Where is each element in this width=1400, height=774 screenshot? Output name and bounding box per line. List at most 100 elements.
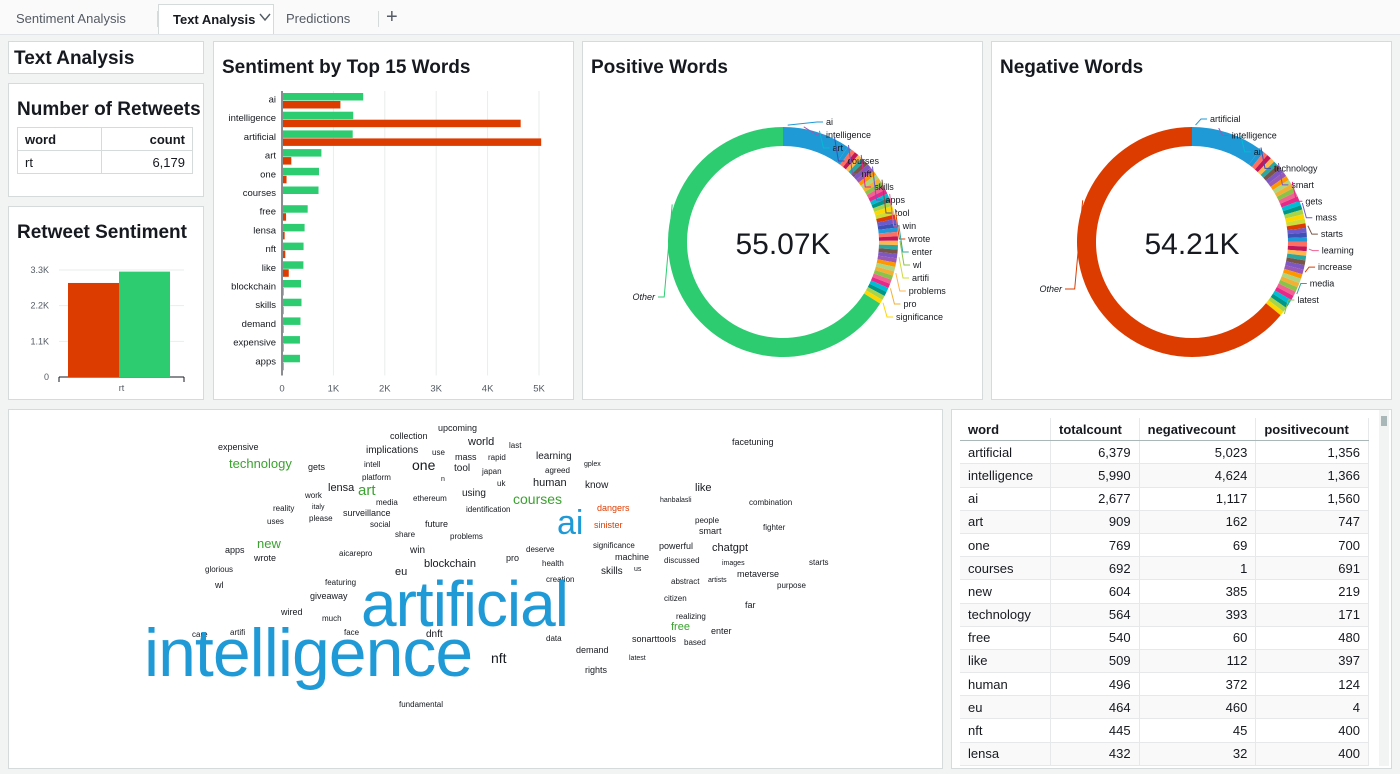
donut-slice[interactable] [1272, 290, 1292, 304]
donut-slice[interactable] [874, 266, 895, 276]
word-cloud-word[interactable]: based [684, 638, 706, 647]
word-cloud-word[interactable]: starts [809, 558, 829, 567]
word-sentiment-bar[interactable] [283, 138, 542, 146]
word-cloud-word[interactable]: purpose [777, 581, 806, 590]
donut-slice[interactable] [1287, 245, 1307, 252]
slice-label[interactable]: latest [1297, 295, 1319, 305]
donut-slice[interactable] [877, 223, 898, 230]
donut-slice[interactable] [874, 205, 894, 216]
donut-slice[interactable] [1280, 196, 1300, 208]
donut-slice[interactable] [871, 197, 891, 209]
donut-slice[interactable] [848, 158, 865, 175]
word-cloud-word[interactable]: courses [513, 491, 563, 507]
word-cloud-word[interactable]: dangers [597, 503, 630, 513]
table-row[interactable]: lensa 432 32 400 [960, 742, 1369, 766]
word-cloud-word[interactable]: much [322, 614, 342, 623]
word-cloud-word[interactable]: win [410, 545, 426, 556]
donut-slice[interactable] [1265, 300, 1284, 316]
table-row[interactable]: courses 692 1 691 [960, 556, 1369, 581]
word-cloud-word[interactable]: gets [308, 462, 326, 472]
tab-predictions[interactable]: Predictions [286, 11, 351, 26]
word-cloud-word[interactable]: new [257, 536, 281, 551]
word-cloud-word[interactable]: pro [506, 553, 520, 563]
word-cloud-word[interactable]: hanbalasli [660, 497, 692, 504]
slice-label[interactable]: problems [909, 286, 947, 296]
word-cloud-word[interactable]: aicarepro [339, 549, 373, 558]
table-row[interactable]: technology 564 393 171 [960, 603, 1369, 627]
donut-slice[interactable] [840, 149, 855, 168]
word-cloud-panel[interactable]: upcoming collection world last facetuning exp… [8, 409, 943, 769]
donut-slice[interactable] [872, 273, 892, 284]
word-cloud-word[interactable]: deserve [526, 545, 555, 554]
word-cloud-word[interactable]: ethereum [413, 494, 447, 503]
donut-slice[interactable] [1282, 268, 1303, 279]
slice-label[interactable]: ai [1254, 147, 1261, 157]
donut-slice[interactable] [877, 255, 897, 263]
table-row[interactable]: one 769 69 700 [960, 533, 1369, 558]
word-cloud-word[interactable]: health [542, 559, 564, 568]
word-cloud-word[interactable]: combination [749, 498, 793, 507]
donut-slice[interactable] [1285, 214, 1305, 223]
slice-label-other[interactable]: Other [1039, 284, 1063, 294]
slice-label[interactable]: mass [1315, 213, 1337, 223]
column-header-positivecount[interactable]: positivecount [1255, 418, 1369, 442]
donut-slice[interactable] [1286, 253, 1307, 261]
word-sentiment-bar[interactable] [283, 167, 319, 176]
donut-slice[interactable] [1287, 237, 1307, 242]
donut-slice[interactable] [1282, 205, 1303, 215]
donut-slice[interactable] [1280, 276, 1300, 288]
word-cloud-word[interactable]: demand [576, 645, 609, 655]
donut-slice[interactable] [875, 210, 895, 219]
word-sentiment-bar[interactable] [283, 280, 301, 288]
word-cloud-word[interactable]: citizen [664, 594, 687, 603]
word-count-table-panel[interactable]: word totalcount negativecount positiveco… [951, 409, 1392, 769]
donut-slice[interactable] [867, 283, 887, 296]
donut-slice[interactable] [870, 277, 891, 289]
word-cloud-word[interactable]: world [468, 436, 495, 448]
word-cloud-word[interactable]: abstract [671, 577, 700, 586]
word-cloud-word[interactable]: artists [708, 577, 727, 584]
donut-slice[interactable] [1286, 257, 1306, 266]
column-header-totalcount[interactable]: totalcount [1050, 418, 1140, 442]
donut-slice[interactable] [1268, 172, 1287, 187]
word-cloud-word[interactable]: n [441, 476, 445, 483]
word-cloud-word[interactable]: images [722, 560, 745, 567]
word-cloud-word[interactable]: identification [466, 505, 511, 514]
word-cloud-word[interactable]: please [309, 514, 333, 523]
donut-slice[interactable] [845, 155, 862, 172]
donut-slice[interactable] [876, 259, 897, 268]
donut-slice[interactable] [1286, 223, 1307, 231]
word-cloud-word[interactable]: one [412, 457, 436, 473]
word-cloud-word[interactable]: wl [215, 580, 224, 590]
donut-slice[interactable] [1285, 218, 1306, 227]
slice-label[interactable]: ai [826, 117, 833, 127]
donut-slice[interactable] [878, 248, 898, 254]
donut-slice[interactable] [1254, 155, 1271, 173]
donut-slice[interactable] [1268, 296, 1287, 312]
word-cloud-word[interactable]: sonarttools [632, 634, 677, 644]
word-sentiment-bar[interactable] [283, 213, 287, 221]
donut-slice[interactable] [1274, 183, 1294, 197]
table-row[interactable]: ai 2,677 1,117 1,560 [960, 487, 1369, 511]
table-row[interactable]: like 509 112 397 [960, 649, 1369, 674]
table-row[interactable]: rt 6,179 [17, 150, 194, 174]
word-cloud-word[interactable]: implications [366, 445, 419, 456]
table-scrollbar-thumb[interactable] [1381, 416, 1387, 426]
column-header[interactable]: word [17, 127, 102, 151]
word-cloud-word[interactable]: rights [585, 665, 608, 675]
word-sentiment-bar[interactable] [283, 336, 300, 344]
donut-slice[interactable] [1281, 200, 1301, 212]
word-sentiment-bar[interactable] [283, 261, 304, 269]
word-cloud-word[interactable]: art [358, 482, 376, 499]
word-cloud-word[interactable]: last [509, 441, 522, 450]
donut-slice[interactable] [868, 189, 888, 202]
slice-label[interactable]: intelligence [1232, 130, 1277, 140]
donut-slice[interactable] [1192, 127, 1261, 165]
word-cloud-word[interactable]: italy [312, 504, 325, 511]
word-cloud-word[interactable]: blockchain [424, 558, 476, 570]
word-sentiment-bar[interactable] [283, 298, 302, 307]
slice-label[interactable]: enter [912, 247, 933, 257]
donut-slice[interactable] [865, 287, 885, 300]
donut-slice[interactable] [1276, 187, 1296, 201]
word-sentiment-bar[interactable] [283, 269, 289, 277]
